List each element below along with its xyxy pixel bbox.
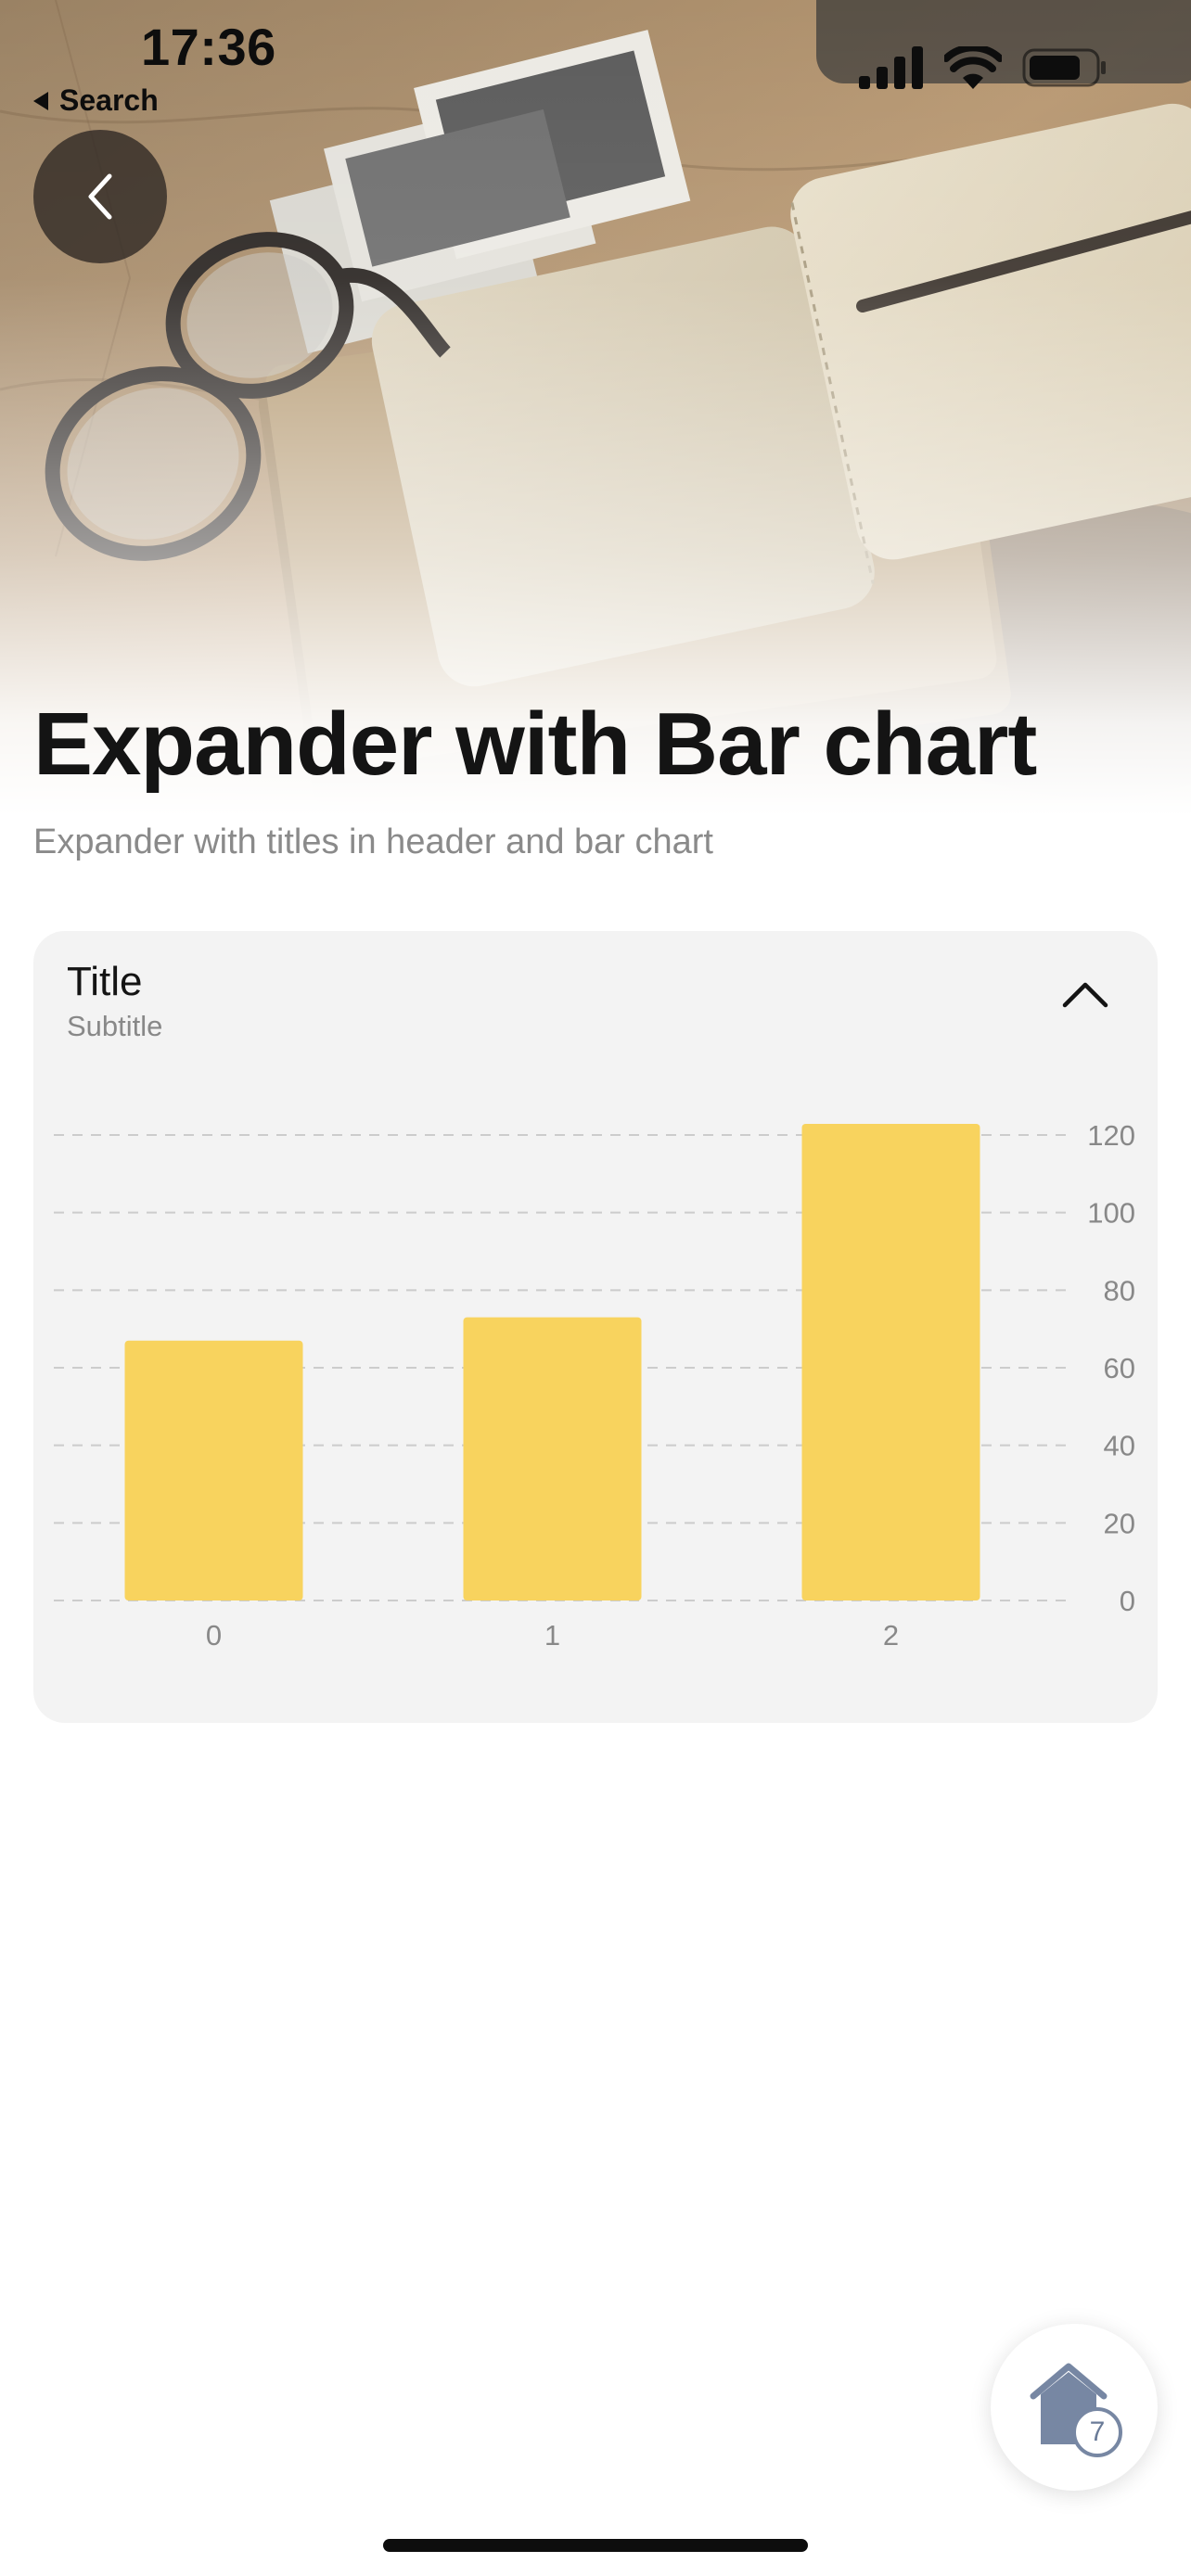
chevron-left-icon (82, 171, 119, 223)
bar-0 (125, 1341, 303, 1600)
home-floating-button[interactable]: 7 (991, 2324, 1158, 2491)
status-icons (859, 46, 1108, 89)
y-tick-label: 20 (1104, 1507, 1135, 1539)
back-button[interactable] (33, 130, 167, 263)
y-tick-label: 100 (1087, 1197, 1135, 1230)
bar-2 (802, 1124, 980, 1600)
expander-card: Title Subtitle 0 20 40 60 80 100 120 0 1 2 (33, 931, 1158, 1723)
page-subtitle: Expander with titles in header and bar c… (33, 823, 713, 862)
home-indicator (383, 2539, 808, 2552)
x-tick-label: 0 (206, 1619, 222, 1651)
wifi-icon (944, 46, 1002, 89)
y-tick-label: 0 (1120, 1585, 1135, 1617)
y-tick-label: 60 (1104, 1352, 1135, 1384)
status-back-to-app[interactable]: Search (33, 83, 159, 118)
home-icon (991, 2324, 1158, 2491)
y-tick-label: 120 (1087, 1119, 1135, 1152)
y-tick-label: 80 (1104, 1274, 1135, 1307)
back-triangle-icon (33, 92, 48, 110)
home-badge-count: 7 (1072, 2407, 1122, 2457)
battery-icon (1022, 46, 1108, 89)
bar-chart: 0 20 40 60 80 100 120 0 1 2 (33, 931, 1158, 1723)
cellular-signal-icon (859, 46, 924, 89)
y-tick-label: 40 (1104, 1430, 1135, 1462)
bar-1 (464, 1318, 642, 1600)
status-time: 17:36 (141, 17, 276, 77)
status-back-label: Search (59, 83, 159, 118)
page-title: Expander with Bar chart (33, 694, 1036, 796)
x-tick-label: 1 (544, 1619, 560, 1651)
x-tick-label: 2 (883, 1619, 899, 1651)
